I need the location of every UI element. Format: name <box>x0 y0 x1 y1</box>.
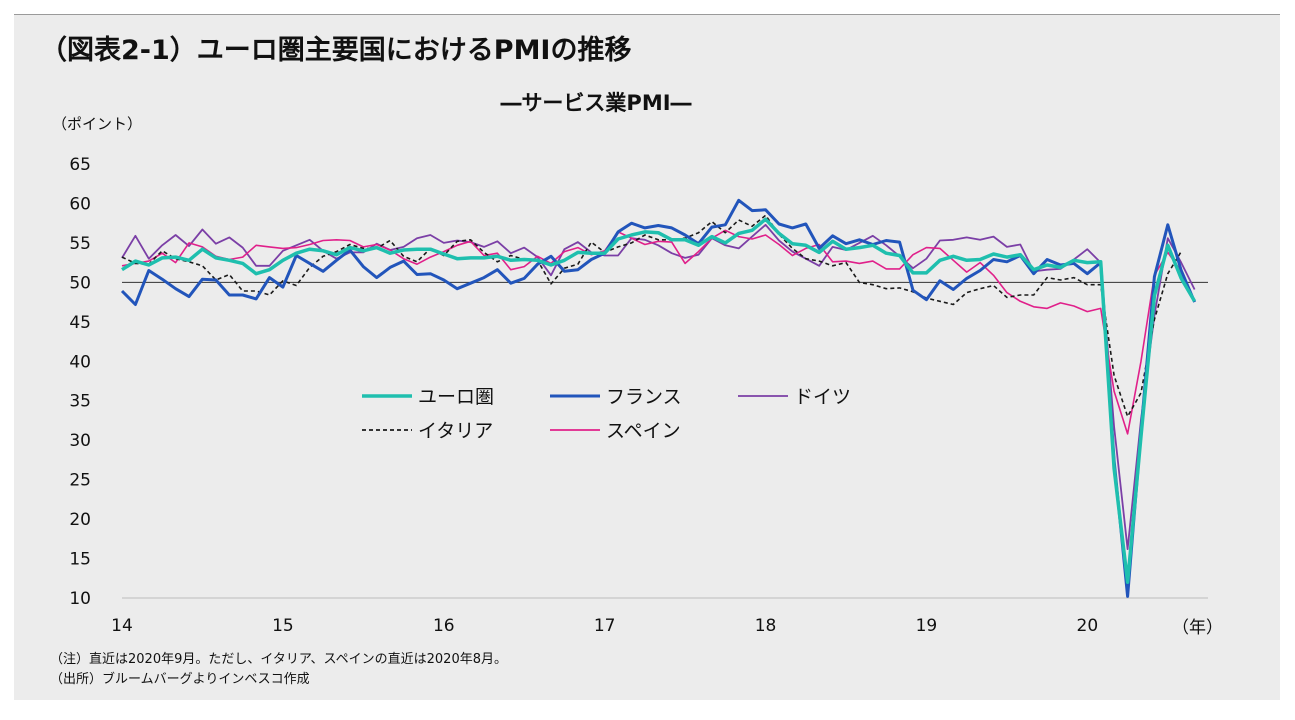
series-line <box>120 198 1196 598</box>
y-tick-label: 40 <box>69 352 91 372</box>
legend-label: ドイツ <box>794 386 851 408</box>
footnote-source: （出所）ブルームバーグよりインベスコ作成 <box>50 672 310 687</box>
y-tick-label: 15 <box>69 550 91 570</box>
series-group <box>120 198 1197 598</box>
page-title: （図表2-1）ユーロ圏主要国におけるPMIの推移 <box>40 35 632 66</box>
series-line <box>121 223 1196 550</box>
top-rule <box>14 14 1280 15</box>
x-tick-label: 20 <box>1077 616 1099 636</box>
legend-label: スペイン <box>606 420 681 442</box>
legend-label: ユーロ圏 <box>418 386 494 408</box>
series-line <box>121 214 1182 418</box>
series-line <box>121 229 1182 435</box>
y-tick-label: 10 <box>69 589 91 609</box>
y-tick-label: 65 <box>69 155 91 175</box>
legend-label: フランス <box>606 386 682 408</box>
legend-label: イタリア <box>418 420 493 442</box>
footnote-note: （注）直近は2020年9月。ただし、イタリア、スペインの直近は2020年8月。 <box>50 652 507 667</box>
y-tick-label: 35 <box>69 392 91 412</box>
y-tick-label: 45 <box>69 313 91 333</box>
axes-group: 10 15 20 25 30 35 40 45 50 55 60 65 14 15 16 17 18 19 20 <box>69 155 1208 636</box>
y-tick-label: 50 <box>69 273 91 293</box>
x-tick-label: 17 <box>594 616 616 636</box>
series-line <box>121 217 1197 584</box>
y-tick-label: 30 <box>69 431 91 451</box>
y-tick-label: 25 <box>69 471 91 491</box>
y-axis-label: （ポイント） <box>52 115 142 133</box>
x-tick-label: 14 <box>111 616 133 636</box>
x-tick-label: 16 <box>433 616 455 636</box>
x-tick-label: 18 <box>755 616 777 636</box>
chart-title: ―サービス業PMI― <box>500 91 691 115</box>
y-tick-label: 55 <box>69 234 91 254</box>
x-tick-label: 15 <box>272 616 294 636</box>
x-axis-label: （年） <box>1172 618 1223 638</box>
y-tick-label: 20 <box>69 510 91 530</box>
chart-panel <box>14 14 1280 700</box>
x-tick-label: 19 <box>916 616 938 636</box>
y-tick-label: 60 <box>69 194 91 214</box>
